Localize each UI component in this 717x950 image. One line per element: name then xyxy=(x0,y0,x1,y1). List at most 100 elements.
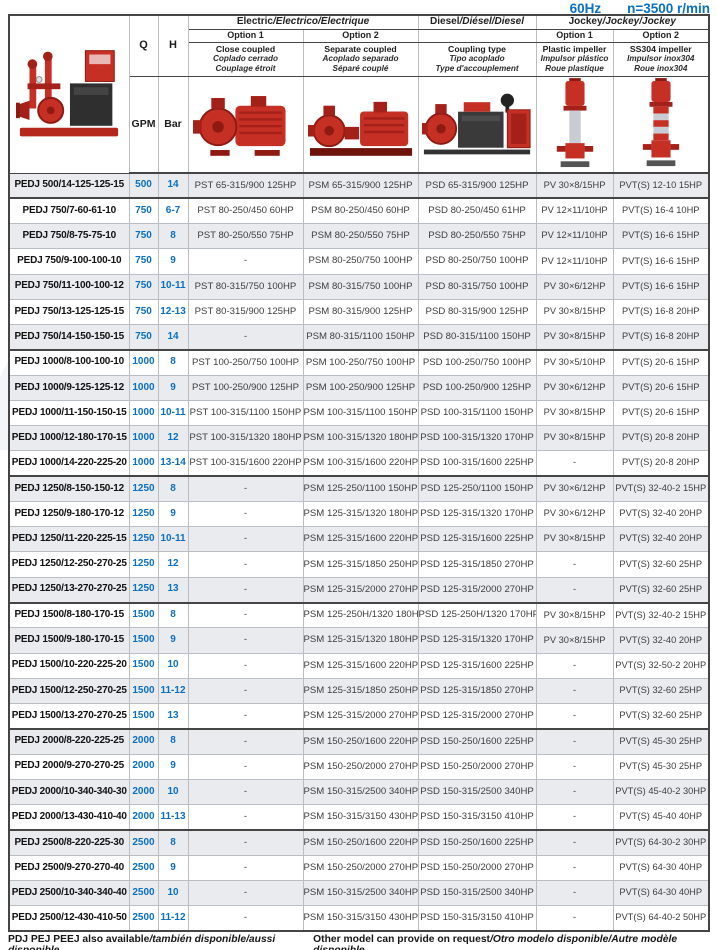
q-value-cell: 1250 xyxy=(128,475,159,502)
desc-fr: Roue inox304 xyxy=(634,63,688,73)
jockey-option2-cell: PVT(S) 32-40 20HP xyxy=(612,526,710,553)
electric-option1-header: Option 1 xyxy=(187,28,304,43)
jockey-option1-cell: - xyxy=(535,854,614,881)
model-cell: PEDJ 1250/8-150-150-12 xyxy=(8,475,130,502)
electric-option1-cell: - xyxy=(187,905,304,932)
electric-option2-cell: PSM 80-315/750 100HP xyxy=(302,273,419,300)
q-value-cell: 2000 xyxy=(128,753,159,780)
diesel-cell: PSD 100-315/1320 170HP xyxy=(417,425,537,452)
spec-row: PEDJ 2000/13-430-410-40 2000 11-13- PSM 150… xyxy=(8,804,710,831)
h-value-cell: 9 xyxy=(157,500,189,528)
spec-row: PEDJ 1250/11-220-225-15 1250 10-11- PSM 125… xyxy=(8,526,710,553)
h-value-cell: 8 xyxy=(157,348,189,376)
spec-row: PEDJ 1500/9-180-170-15 1500 9- PSM 125-315/… xyxy=(8,627,710,654)
jockey-label-i18n: /Jockey/Jockey xyxy=(602,16,676,27)
spec-row: PEDJ 1250/13-270-270-25 1250 13- PSM 125-31… xyxy=(8,576,710,604)
ss304-jockey-pump-image xyxy=(642,78,679,167)
electric-option2-cell: PSM 125-315/1850 250HP xyxy=(302,677,419,705)
footer-right-note: Other model can provide on request/Otro … xyxy=(313,934,710,950)
jockey-option1-header: Option 1 xyxy=(535,28,614,43)
diesel-label: Diesel xyxy=(430,16,460,27)
jockey-option2-cell: PVT(S) 32-50-2 20HP xyxy=(612,652,710,679)
jockey-option2-cell: PVT(S) 20-6 15HP xyxy=(612,348,710,376)
model-cell: PEDJ 750/13-125-125-15 xyxy=(8,298,130,326)
jockey-option1-cell: - xyxy=(535,551,614,578)
jockey-group-header: Jockey/Jockey/Jockey xyxy=(535,14,710,30)
jockey-label: Jockey xyxy=(568,16,603,27)
h-value-cell: 10 xyxy=(157,879,189,907)
h-value-cell: 12-13 xyxy=(157,298,189,326)
model-cell: PEDJ 1000/11-150-150-15 xyxy=(8,399,130,427)
spec-row: PEDJ 1000/8-100-100-10 1000 8 PST 100-250/7… xyxy=(8,348,710,376)
jockey-option1-cell: - xyxy=(535,905,614,932)
q-value-cell: 1250 xyxy=(128,576,159,604)
diesel-cell: PSD 80-315/900 125HP xyxy=(417,298,537,326)
q-value-cell: 750 xyxy=(128,273,159,300)
h-value-cell: 11-13 xyxy=(157,804,189,831)
electric-option2-cell: PSM 150-250/2000 270HP xyxy=(302,753,419,780)
electric-option1-cell: PST 100-315/1100 150HP xyxy=(187,399,304,427)
jockey-option1-cell: - xyxy=(535,576,614,604)
model-cell: PEDJ 1250/13-270-270-25 xyxy=(8,576,130,604)
h-value-cell: 10-11 xyxy=(157,399,189,427)
desc-fr: Roue plastique xyxy=(545,63,604,73)
q-value-cell: 2000 xyxy=(128,727,159,755)
desc-es: Impulsor inox304 xyxy=(627,53,695,63)
jockey-option2-cell: PVT(S) 64-40-2 50HP xyxy=(612,905,710,932)
model-cell: PEDJ 1250/11-220-225-15 xyxy=(8,526,130,553)
q-value-cell: 2500 xyxy=(128,905,159,932)
spec-row: PEDJ 1500/8-180-170-15 1500 8- PSM 125-250H… xyxy=(8,601,710,629)
diesel-cell: PSD 150-315/2500 340HP xyxy=(417,879,537,907)
model-cell: PEDJ 750/11-100-100-12 xyxy=(8,273,130,300)
jockey-option2-cell: PVT(S) 16-6 15HP xyxy=(612,273,710,300)
electric-option1-cell: - xyxy=(187,677,304,705)
diesel-cell: PSD 100-250/750 100HP xyxy=(417,348,537,376)
spec-row: PEDJ 750/8-75-75-10 750 8 PST 80-250/550 75… xyxy=(8,223,710,250)
spec-row: PEDJ 750/14-150-150-15 750 14- PSM 80-315/1… xyxy=(8,324,710,351)
electric-option2-cell: PSM 100-250/750 100HP xyxy=(302,348,419,376)
spec-row: PEDJ 1000/14-220-225-20 1000 13-14 PST 100-… xyxy=(8,450,710,477)
electric-option2-cell: PSM 125-315/1600 220HP xyxy=(302,652,419,679)
q-value-cell: 1000 xyxy=(128,450,159,477)
electric-option1-cell: - xyxy=(187,652,304,679)
h-value-cell: 9 xyxy=(157,854,189,881)
electric-option2-cell: PSM 150-315/3150 430HP xyxy=(302,905,419,932)
jockey-option1-cell: - xyxy=(535,677,614,705)
jockey-option1-cell: - xyxy=(535,753,614,780)
diesel-cell: PSD 150-315/3150 410HP xyxy=(417,905,537,932)
spec-table-body: PEDJ 500/14-125-125-15 500 14 PST 65-315/90… xyxy=(8,172,710,932)
h-value-cell: 14 xyxy=(157,324,189,351)
electric-option1-cell: PST 80-315/750 100HP xyxy=(187,273,304,300)
model-cell: PEDJ 1250/9-180-170-12 xyxy=(8,500,130,528)
jockey-option2-cell: PVT(S) 20-8 20HP xyxy=(612,450,710,477)
diesel-cell: PSD 125-250/1100 150HP xyxy=(417,475,537,502)
speed-label: n=3500 r/min xyxy=(627,1,710,16)
jockey-option1-cell: PV 30×6/12HP xyxy=(535,500,614,528)
model-cell: PEDJ 750/9-100-100-10 xyxy=(8,248,130,275)
electric-option1-cell: - xyxy=(187,854,304,881)
model-cell: PEDJ 750/14-150-150-15 xyxy=(8,324,130,351)
electric-option1-cell: - xyxy=(187,703,304,730)
plastic-impeller-description: Plastic impeller Impulsor plástico Roue … xyxy=(535,41,614,77)
diesel-cell: PSD 80-315/750 100HP xyxy=(417,273,537,300)
spec-row: PEDJ 2500/8-220-225-30 2500 8- PSM 150-250/… xyxy=(8,828,710,856)
q-value-cell: 2000 xyxy=(128,778,159,806)
spec-row: PEDJ 1500/13-270-270-25 1500 13- PSM 125-31… xyxy=(8,703,710,730)
jockey-option2-cell: PVT(S) 16-6 15HP xyxy=(612,248,710,275)
spec-row: PEDJ 500/14-125-125-15 500 14 PST 65-315/90… xyxy=(8,172,710,199)
electric-option2-cell: PSM 80-250/550 75HP xyxy=(302,223,419,250)
desc-es: Acoplado separado xyxy=(322,53,399,63)
electric-option2-header: Option 2 xyxy=(302,28,419,43)
model-cell: PEDJ 1000/14-220-225-20 xyxy=(8,450,130,477)
jockey-option2-cell: PVT(S) 32-60 25HP xyxy=(612,551,710,578)
diesel-cell: PSD 150-250/1600 225HP xyxy=(417,727,537,755)
electric-option2-cell: PSM 100-250/900 125HP xyxy=(302,374,419,401)
footer-left-i18n: /también disponible/aussi disponible xyxy=(8,934,276,950)
electric-option1-cell: - xyxy=(187,324,304,351)
desc-es: Coplado cerrado xyxy=(212,53,279,63)
electric-option2-cell: PSM 125-315/2000 270HP xyxy=(302,576,419,604)
diesel-pump-set-image-cell xyxy=(417,75,537,174)
jockey-option1-cell: PV 30×8/15HP xyxy=(535,627,614,654)
close-coupled-pump-image xyxy=(192,96,286,157)
jockey-option1-cell: PV 30×5/10HP xyxy=(535,348,614,376)
